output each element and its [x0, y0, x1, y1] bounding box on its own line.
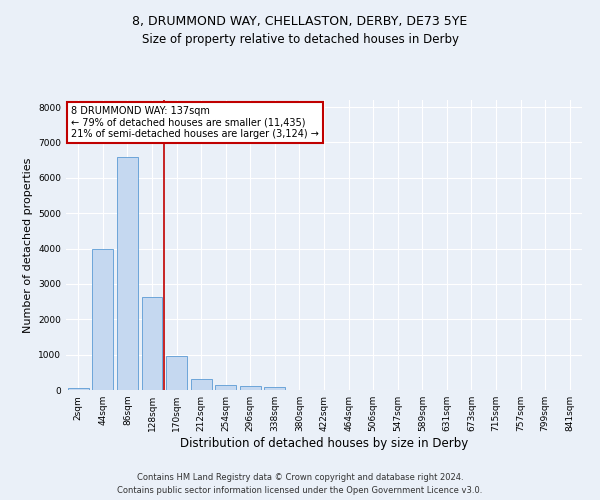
Text: Contains HM Land Registry data © Crown copyright and database right 2024.
Contai: Contains HM Land Registry data © Crown c…: [118, 474, 482, 495]
Bar: [265, 387, 286, 390]
Text: 8, DRUMMOND WAY, CHELLASTON, DERBY, DE73 5YE: 8, DRUMMOND WAY, CHELLASTON, DERBY, DE73…: [133, 15, 467, 28]
Bar: [191, 379, 212, 390]
Bar: [166, 356, 187, 390]
Bar: [68, 388, 89, 390]
Bar: [117, 156, 138, 390]
X-axis label: Distribution of detached houses by size in Derby: Distribution of detached houses by size …: [180, 437, 468, 450]
Bar: [92, 249, 113, 390]
Bar: [240, 386, 261, 390]
Y-axis label: Number of detached properties: Number of detached properties: [23, 158, 32, 332]
Bar: [215, 386, 236, 390]
Text: Size of property relative to detached houses in Derby: Size of property relative to detached ho…: [142, 32, 458, 46]
Bar: [142, 298, 163, 390]
Text: 8 DRUMMOND WAY: 137sqm
← 79% of detached houses are smaller (11,435)
21% of semi: 8 DRUMMOND WAY: 137sqm ← 79% of detached…: [71, 106, 319, 139]
